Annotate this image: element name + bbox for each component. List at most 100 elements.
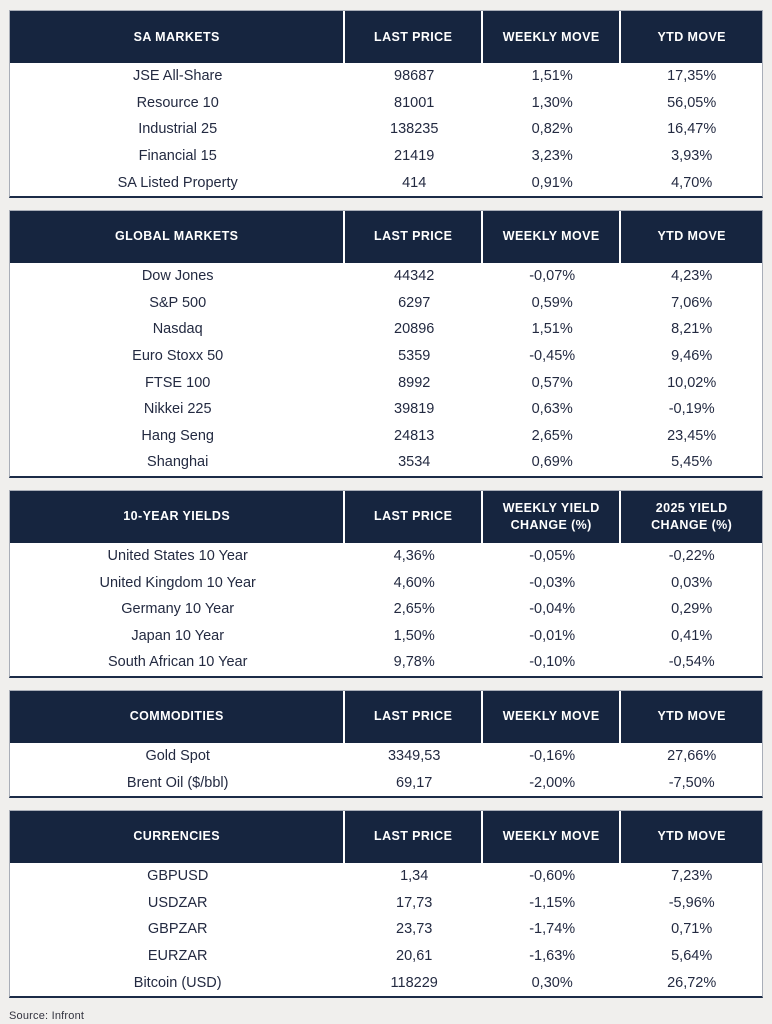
column-header-label: WEEKLY MOVE (502, 709, 600, 724)
last-price-value: 8992 (398, 374, 431, 391)
weekly-move-value: -0,01% (529, 627, 576, 644)
table-row: Japan 10 Year 1,50% -0,01% 0,41% (10, 623, 762, 650)
ytd-move-value: 0,29% (671, 601, 713, 618)
instrument-name: FTSE 100 (145, 374, 211, 391)
weekly-move-value: -0,05% (529, 548, 576, 565)
ytd-move-value: 5,45% (671, 454, 713, 471)
column-header-label: LAST PRICE (374, 709, 453, 724)
weekly-move-value: -0,45% (529, 348, 576, 365)
column-header-label: WEEKLY MOVE (502, 229, 600, 244)
ytd-move-value: 27,66% (667, 747, 717, 764)
table-row: Brent Oil ($/bbl) 69,17 -2,00% -7,50% (10, 769, 762, 796)
table-row: FTSE 100 8992 0,57% 10,02% (10, 369, 762, 396)
last-price-value: 17,73 (396, 894, 433, 911)
column-header-label: YTD MOVE (657, 29, 726, 44)
instrument-name: S&P 500 (149, 294, 207, 311)
instrument-name: Hang Seng (141, 427, 214, 444)
last-price-value: 4,60% (393, 574, 435, 591)
ytd-move-value: 10,02% (667, 374, 717, 391)
column-header: LAST PRICE (345, 690, 483, 743)
ytd-move-value: -0,22% (668, 548, 715, 565)
table-row: GBPZAR 23,73 -1,74% 0,71% (10, 916, 762, 943)
instrument-name: Nikkei 225 (143, 401, 212, 418)
column-header: WEEKLY MOVE (483, 810, 622, 863)
ytd-move-value: 56,05% (667, 94, 717, 111)
weekly-move-value: 1,30% (531, 94, 573, 111)
column-header-label: CURRENCIES (133, 829, 221, 844)
column-header: YTD MOVE (621, 811, 762, 863)
weekly-move-value: -2,00% (529, 774, 576, 791)
table-title: COMMODITIES (10, 690, 346, 743)
ytd-move-value: -7,50% (668, 774, 715, 791)
column-header: LAST PRICE (345, 810, 483, 863)
last-price-value: 2,65% (393, 601, 435, 618)
ytd-move-value: 5,64% (671, 947, 713, 964)
column-header: WEEKLY MOVE (483, 690, 622, 743)
last-price-value: 1,34 (400, 868, 429, 885)
table-commodities: COMMODITIES LAST PRICE WEEKLY MOVE YTD MOVE… (9, 689, 763, 798)
instrument-name: USDZAR (147, 894, 208, 911)
table-row: Nasdaq 20896 1,51% 8,21% (10, 316, 762, 343)
table-row: Hang Seng 24813 2,65% 23,45% (10, 423, 762, 450)
last-price-value: 24813 (394, 427, 435, 444)
column-header-label: CHANGE (%) (651, 517, 733, 532)
table-row: Financial 15 21419 3,23% 3,93% (10, 143, 762, 170)
table-row: USDZAR 17,73 -1,15% -5,96% (10, 889, 762, 916)
table-row: United Kingdom 10 Year 4,60% -0,03% 0,03% (10, 569, 762, 596)
weekly-move-value: -1,63% (529, 947, 576, 964)
ytd-move-value: 23,45% (667, 427, 717, 444)
ytd-move-value: 0,03% (671, 574, 713, 591)
column-header-label: GLOBAL MARKETS (114, 229, 239, 244)
column-header: LAST PRICE (345, 210, 483, 263)
table-title: 10-YEAR YIELDS (10, 490, 346, 543)
instrument-name: Euro Stoxx 50 (132, 348, 224, 365)
weekly-move-value: 0,57% (531, 374, 573, 391)
table-row: Euro Stoxx 50 5359 -0,45% 9,46% (10, 343, 762, 370)
last-price-value: 23,73 (396, 921, 433, 938)
ytd-move-value: 4,70% (671, 174, 713, 191)
table-body: JSE All-Share 98687 1,51% 17,35% Resource 10… (10, 63, 762, 196)
last-price-value: 118229 (390, 974, 438, 991)
instrument-name: Bitcoin (USD) (133, 974, 222, 991)
table-row: Nikkei 225 39819 0,63% -0,19% (10, 396, 762, 423)
last-price-value: 6297 (398, 294, 431, 311)
source-note: Source: Infront (9, 1009, 85, 1022)
weekly-move-value: -0,60% (529, 868, 576, 885)
last-price-value: 3534 (398, 454, 431, 471)
column-header: 2025 YIELD CHANGE (%) (621, 491, 762, 543)
column-header-label: CHANGE (%) (510, 517, 592, 532)
table-row: Dow Jones 44342 -0,07% 4,23% (10, 263, 762, 290)
table-row: GBPUSD 1,34 -0,60% 7,23% (10, 863, 762, 890)
table-title: GLOBAL MARKETS (10, 210, 346, 263)
column-header-label: WEEKLY MOVE (502, 29, 600, 44)
table-title: SA MARKETS (10, 11, 346, 63)
column-header: LAST PRICE (345, 11, 483, 63)
instrument-name: Resource 10 (136, 94, 219, 111)
ytd-move-value: 0,71% (671, 921, 713, 938)
last-price-value: 414 (402, 174, 427, 191)
weekly-move-value: 1,51% (531, 68, 573, 85)
column-header-label: YTD MOVE (657, 709, 726, 724)
table-row: Shanghai 3534 0,69% 5,45% (10, 449, 762, 476)
ytd-move-value: 17,35% (667, 68, 717, 85)
instrument-name: Industrial 25 (138, 121, 218, 138)
column-header-label: WEEKLY YIELD (502, 500, 600, 515)
column-header: YTD MOVE (621, 11, 762, 63)
ytd-move-value: 4,23% (671, 268, 713, 285)
ytd-move-value: 7,06% (671, 294, 713, 311)
table-header-row: 10-YEAR YIELDS LAST PRICE WEEKLY YIELD CHAN… (10, 490, 762, 543)
last-price-value: 20896 (394, 321, 435, 338)
column-header-label: LAST PRICE (374, 509, 453, 524)
column-header: LAST PRICE (345, 490, 483, 543)
last-price-value: 69,17 (396, 774, 433, 791)
last-price-value: 4,36% (393, 548, 435, 565)
instrument-name: United States 10 Year (107, 548, 248, 565)
ytd-move-value: 16,47% (667, 121, 717, 138)
instrument-name: EURZAR (147, 947, 208, 964)
column-header: YTD MOVE (621, 691, 762, 743)
table-header-row: GLOBAL MARKETS LAST PRICE WEEKLY MOVE YTD M… (10, 210, 762, 263)
ytd-move-value: 3,93% (671, 148, 713, 165)
column-header-label: 10-YEAR YIELDS (123, 509, 231, 524)
last-price-value: 39819 (394, 401, 435, 418)
table-ten-year-yields: 10-YEAR YIELDS LAST PRICE WEEKLY YIELD CHAN… (9, 489, 763, 678)
